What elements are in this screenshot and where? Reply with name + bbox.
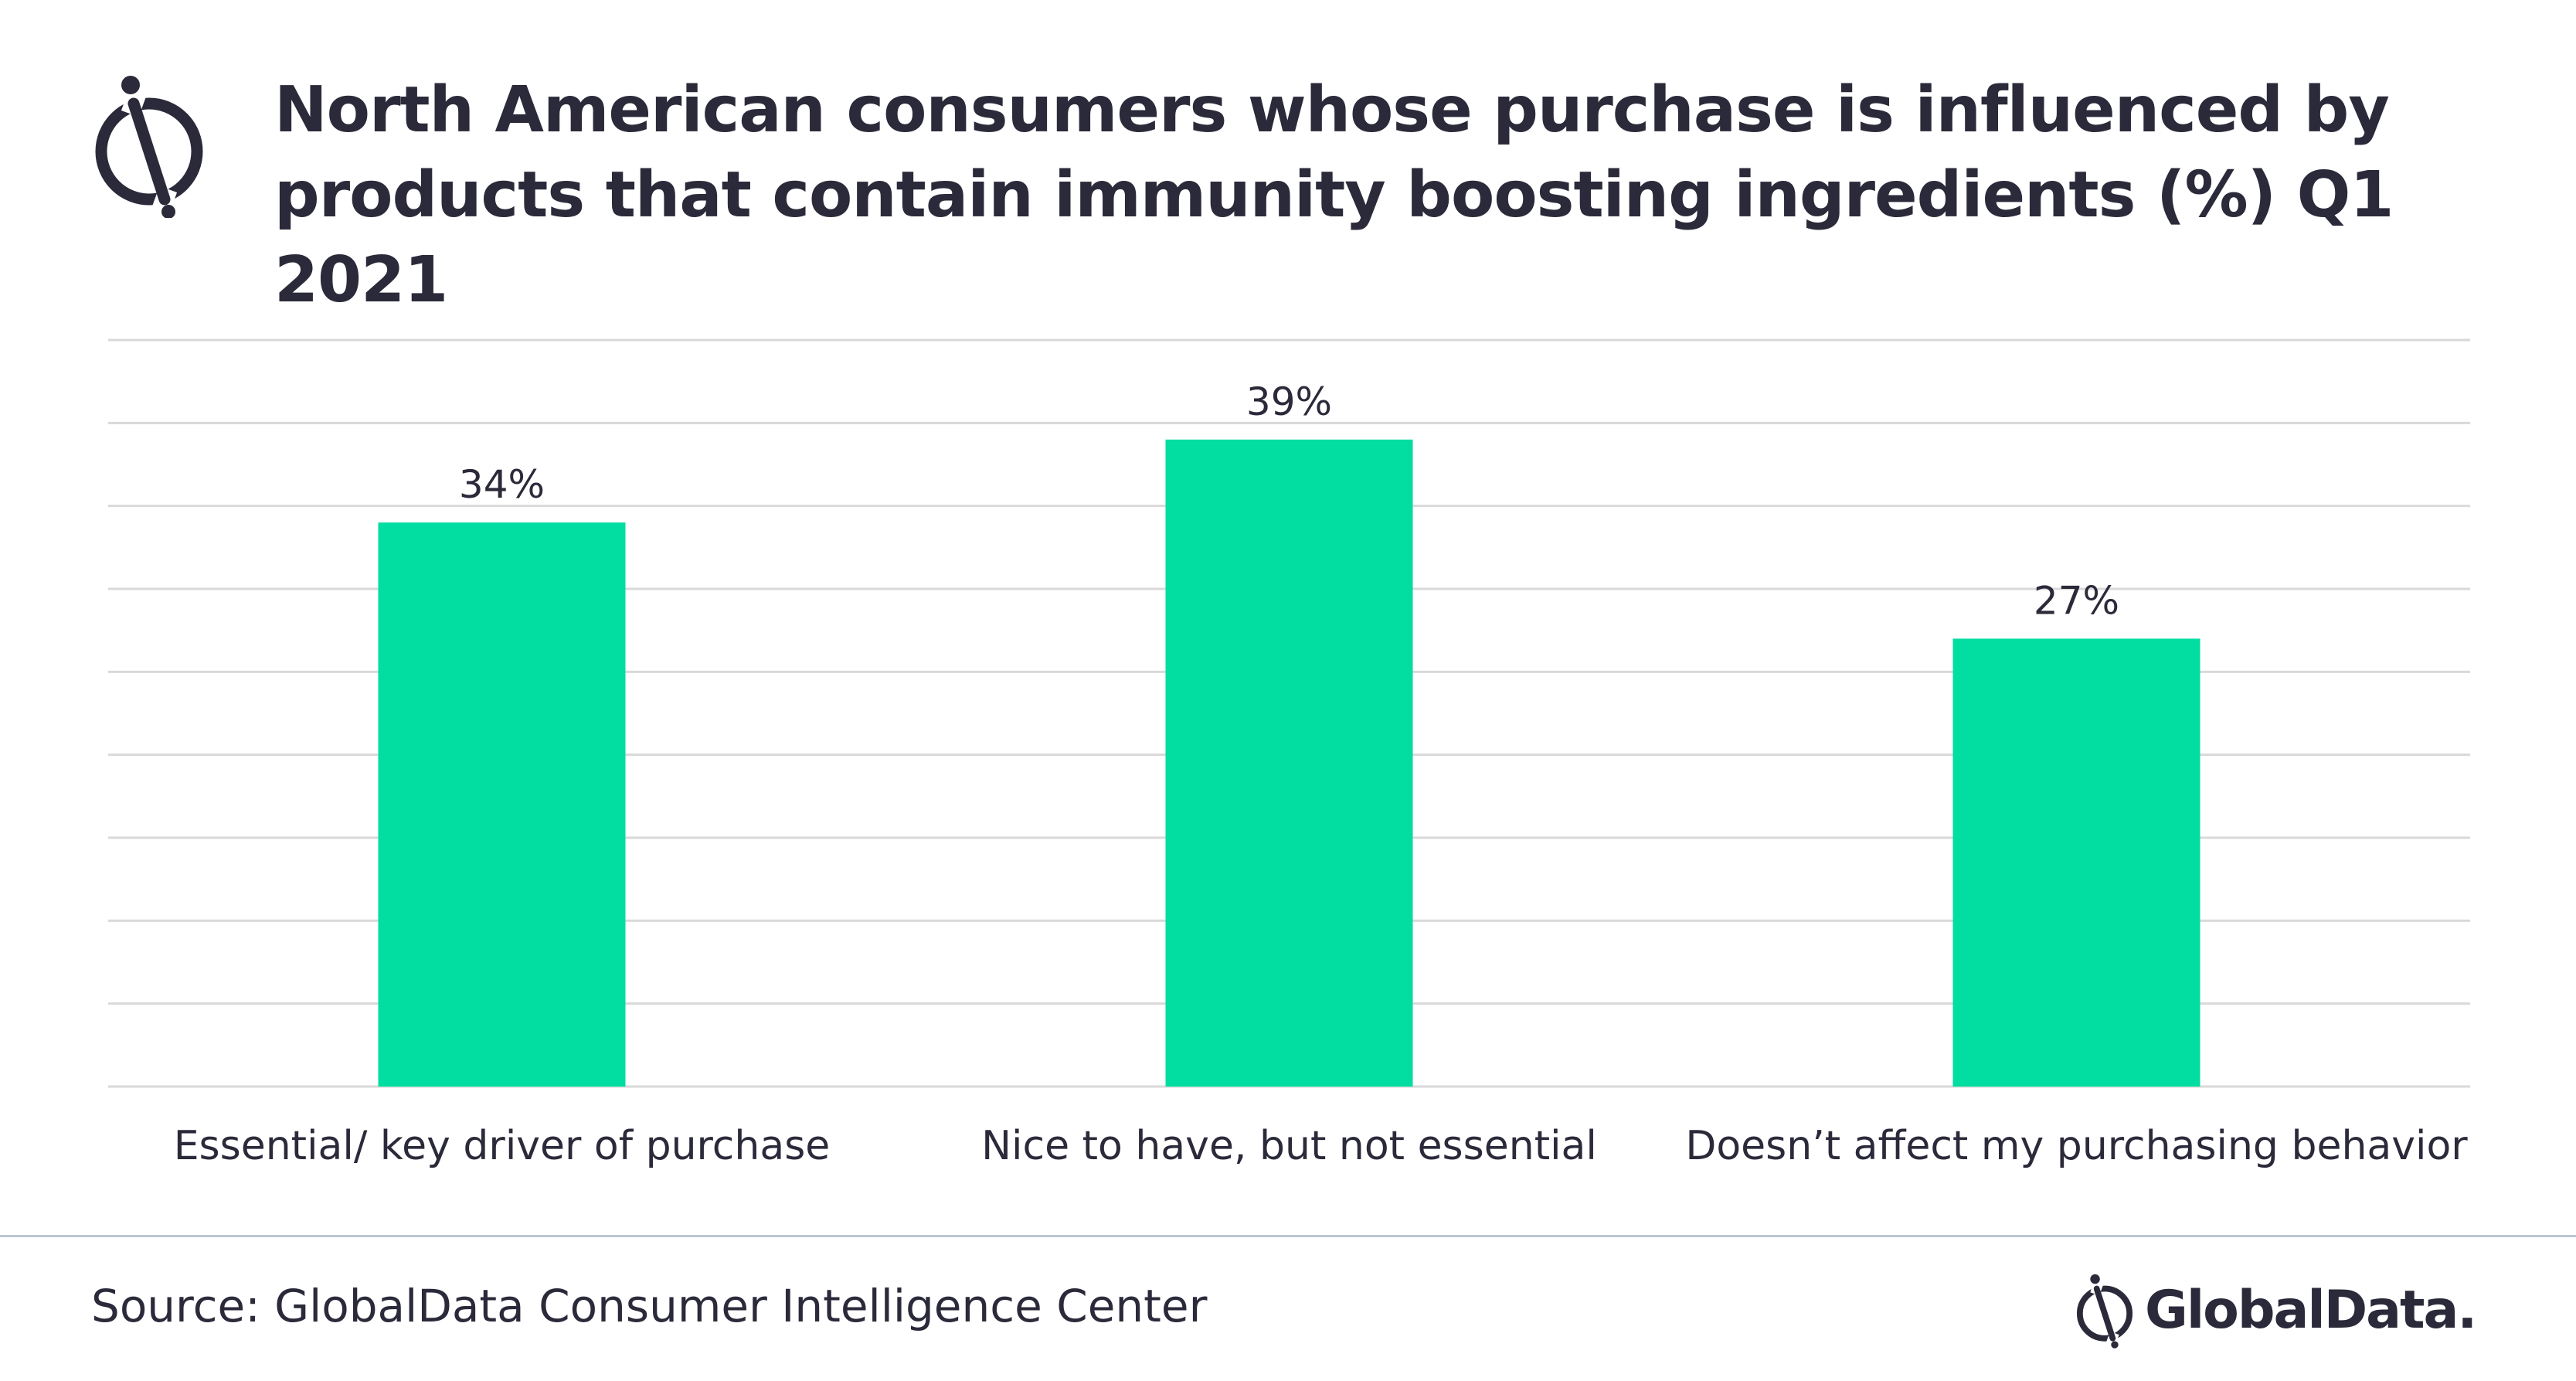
bar [378, 522, 626, 1087]
brand-name: GlobalData. [2145, 1279, 2477, 1341]
bar-chart: 34% 39% 27% Essential/ key driver of purch… [108, 338, 2470, 1169]
footer-divider [0, 1235, 2576, 1237]
chart-title: North American consumers whose purchase … [274, 73, 2394, 317]
bars [378, 439, 2200, 1087]
bar-value-label: 34% [459, 462, 545, 507]
bar [1952, 638, 2200, 1087]
globaldata-icon [2076, 1274, 2133, 1349]
globaldata-icon [95, 76, 203, 218]
bar-value-label: 39% [1246, 379, 1332, 424]
x-axis-tick-labels: Essential/ key driver of purchase Nice to… [174, 1123, 2469, 1169]
x-tick-label: Nice to have, but not essential [981, 1123, 1597, 1169]
brand-logo: GlobalData. [2072, 1267, 2477, 1352]
x-tick-label: Essential/ key driver of purchase [174, 1123, 831, 1169]
bar [1165, 439, 1413, 1087]
bar-value-label: 27% [2034, 578, 2119, 623]
x-tick-label: Doesn’t affect my purchasing behavior [1685, 1123, 2468, 1169]
data-labels: 34% 39% 27% [459, 379, 2119, 624]
source-note: Source: GlobalData Consumer Intelligence… [91, 1280, 1208, 1332]
